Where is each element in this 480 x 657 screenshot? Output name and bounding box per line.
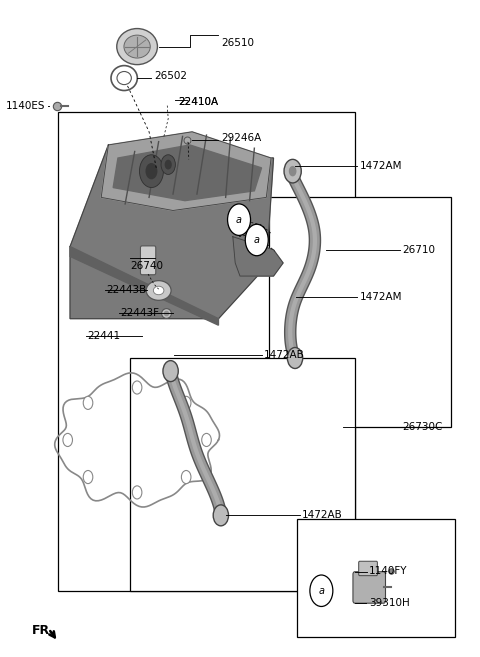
Polygon shape (70, 145, 274, 319)
Circle shape (228, 204, 251, 235)
Polygon shape (101, 132, 271, 210)
FancyBboxPatch shape (141, 246, 156, 275)
Polygon shape (233, 237, 283, 276)
Text: FR.: FR. (32, 623, 55, 637)
Circle shape (165, 160, 172, 170)
Circle shape (63, 434, 72, 447)
Text: 39310H: 39310H (369, 598, 410, 608)
Text: 22441: 22441 (87, 331, 120, 342)
Text: 29246A: 29246A (221, 133, 261, 143)
Circle shape (163, 361, 178, 382)
Text: 26510: 26510 (221, 38, 254, 49)
Bar (130, 358, 355, 591)
Circle shape (288, 348, 303, 369)
Text: 1140FY: 1140FY (369, 566, 408, 576)
Text: a: a (318, 586, 324, 596)
Circle shape (181, 470, 191, 484)
Text: 22443B: 22443B (106, 286, 146, 296)
Bar (298, 518, 456, 637)
Text: 1140ES: 1140ES (5, 101, 45, 110)
Ellipse shape (124, 35, 150, 58)
Text: 1472AM: 1472AM (360, 161, 402, 171)
Text: a: a (236, 215, 242, 225)
Circle shape (202, 434, 211, 447)
Text: 26502: 26502 (154, 71, 187, 81)
Circle shape (284, 160, 301, 183)
Bar (269, 197, 451, 427)
FancyBboxPatch shape (359, 561, 377, 576)
Circle shape (132, 486, 142, 499)
Polygon shape (70, 246, 218, 325)
Text: 22410A: 22410A (178, 97, 218, 107)
Text: 22410A: 22410A (178, 97, 218, 107)
Bar (58, 112, 355, 591)
Circle shape (310, 575, 333, 606)
Circle shape (83, 396, 93, 409)
Circle shape (132, 381, 142, 394)
Circle shape (145, 163, 157, 179)
Polygon shape (113, 145, 262, 200)
Text: a: a (254, 235, 260, 245)
Ellipse shape (146, 281, 171, 300)
Text: 26730C: 26730C (403, 422, 443, 432)
Circle shape (161, 155, 175, 174)
Text: 26740: 26740 (130, 261, 163, 271)
Circle shape (289, 166, 297, 176)
Ellipse shape (117, 72, 132, 85)
Circle shape (140, 155, 163, 187)
Circle shape (83, 470, 93, 484)
Text: 1472AB: 1472AB (302, 510, 343, 520)
Circle shape (181, 396, 191, 409)
Text: 1472AM: 1472AM (360, 292, 402, 302)
Text: 1472AB: 1472AB (264, 350, 305, 360)
Text: 22443F: 22443F (120, 307, 159, 318)
Text: 26710: 26710 (403, 245, 436, 255)
Circle shape (213, 505, 228, 526)
Ellipse shape (111, 66, 137, 91)
Ellipse shape (117, 28, 157, 64)
FancyBboxPatch shape (353, 572, 385, 603)
Ellipse shape (154, 286, 164, 295)
Circle shape (245, 224, 268, 256)
